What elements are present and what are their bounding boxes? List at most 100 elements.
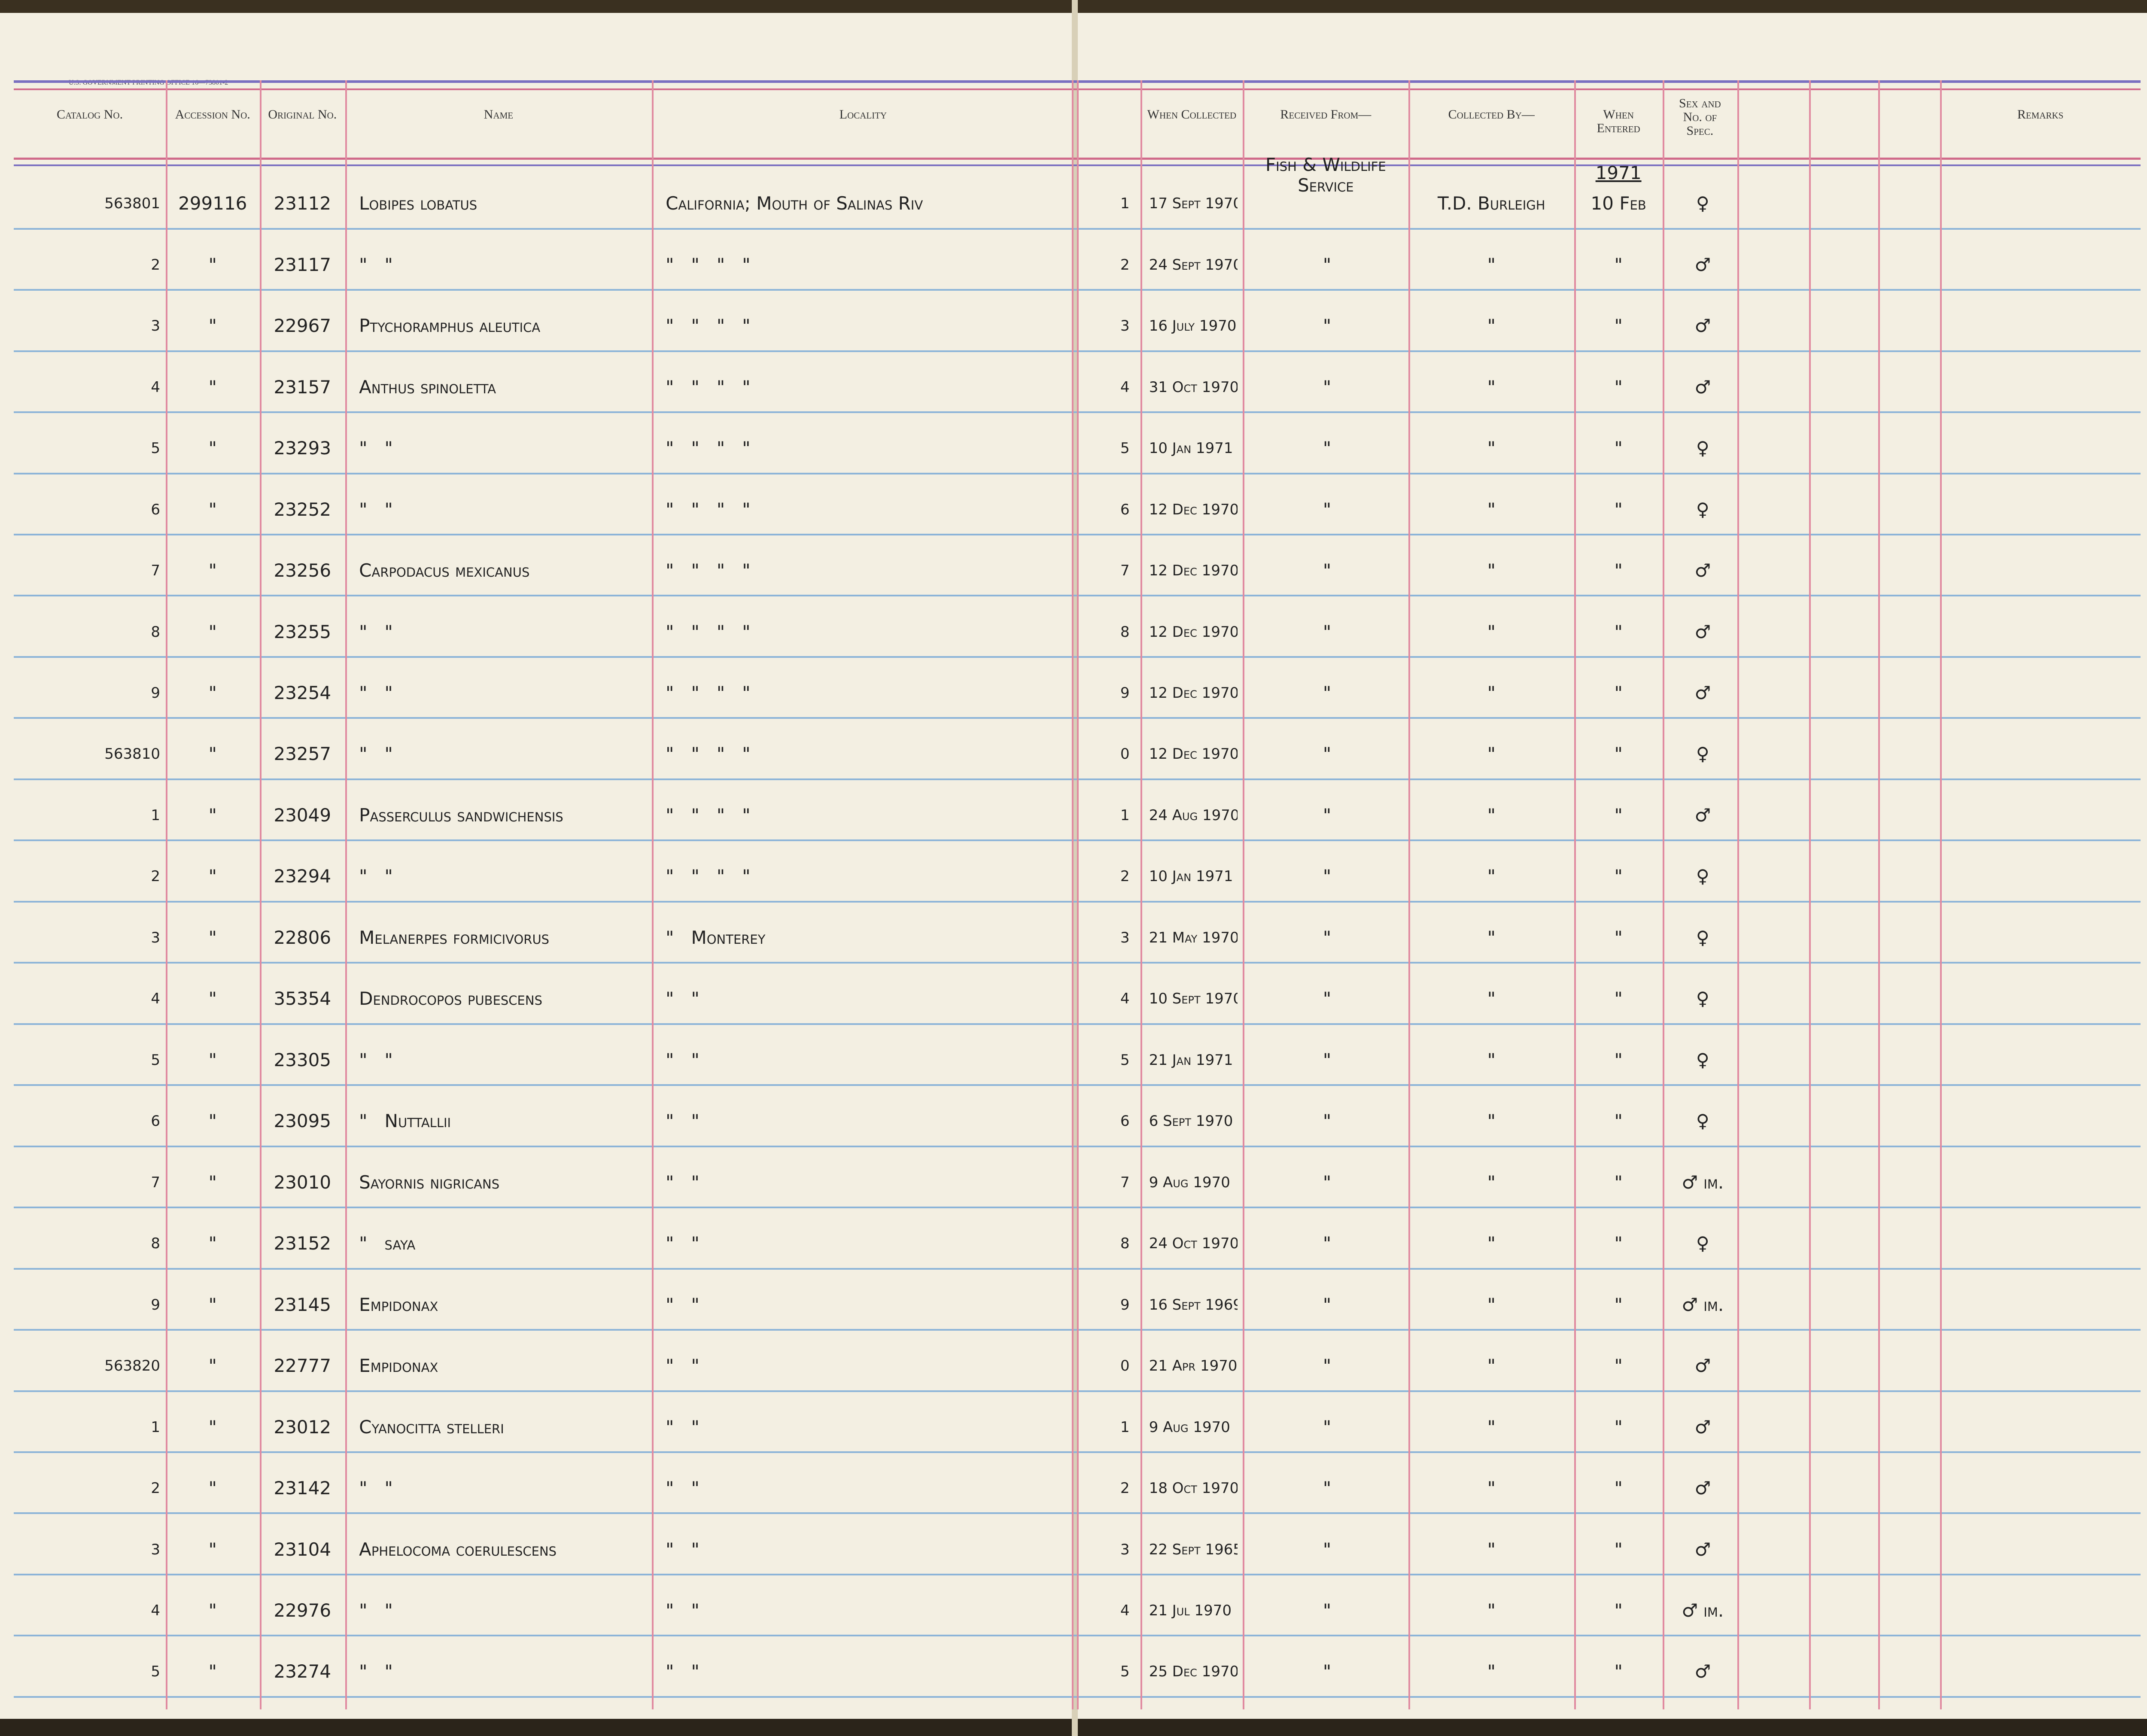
table-cell: " — [1323, 1661, 1332, 1682]
table-cell: 23254 — [274, 682, 331, 703]
table-cell: " " — [666, 1600, 699, 1621]
table-cell: ♂ — [1694, 377, 1711, 398]
table-cell: " — [1487, 1600, 1496, 1621]
table-cell: " — [1323, 866, 1332, 887]
table-cell: " — [1487, 805, 1496, 826]
table-cell: " " — [666, 1478, 699, 1499]
table-cell: " — [1487, 438, 1496, 459]
column-header: Name — [484, 107, 514, 122]
table-cell: 10 Feb — [1590, 193, 1646, 214]
table-cell: " — [1323, 1172, 1332, 1193]
table-cell: " " " " — [666, 499, 751, 520]
table-cell: " " — [666, 1233, 699, 1254]
table-cell: ♀ — [1696, 927, 1709, 948]
table-cell: ♂ — [1694, 1478, 1711, 1499]
table-cell: ♀ — [1696, 438, 1709, 459]
table-cell: 0 — [1120, 745, 1130, 763]
table-cell: " — [1487, 1356, 1496, 1377]
table-cell: " saya — [359, 1233, 416, 1254]
table-cell: " — [1614, 1478, 1623, 1499]
table-cell: " " — [359, 744, 393, 765]
table-cell: " — [208, 621, 217, 642]
column-line — [1940, 80, 1942, 1710]
table-cell: 7 — [1120, 1174, 1130, 1191]
table-cell: 22777 — [274, 1356, 331, 1377]
table-cell: ♀ — [1696, 1111, 1709, 1132]
table-cell: ♀ — [1696, 988, 1709, 1009]
table-cell: " " — [666, 1661, 699, 1682]
entered-year: 1971 — [1595, 162, 1642, 184]
table-cell: " — [1487, 927, 1496, 948]
table-cell: ♂ im. — [1682, 1172, 1724, 1193]
table-cell: 9 — [1120, 684, 1130, 702]
table-cell: 18 Oct 1970 — [1149, 1480, 1238, 1497]
table-cell: " " — [359, 1661, 393, 1682]
table-cell: 23117 — [274, 254, 331, 275]
table-cell: 9 — [151, 684, 161, 702]
table-cell: 2 — [151, 256, 161, 274]
table-cell: " — [1487, 744, 1496, 765]
table-cell: 7 — [1120, 562, 1130, 580]
table-cell: 1 — [151, 806, 161, 824]
table-cell: " " — [359, 254, 393, 275]
table-cell: " — [1614, 866, 1623, 887]
table-cell: " " — [359, 499, 393, 520]
table-cell: 21 Jan 1971 — [1149, 1051, 1233, 1069]
table-cell: " — [1487, 682, 1496, 703]
table-cell: 4 — [151, 990, 161, 1008]
table-cell: " — [1323, 1478, 1332, 1499]
table-cell: Aphelocoma coerulescens — [359, 1539, 557, 1560]
table-cell: 5 — [1120, 440, 1130, 457]
table-cell: " — [208, 1356, 217, 1377]
table-cell: " — [1323, 316, 1332, 337]
table-cell: 12 Dec 1970 — [1149, 745, 1238, 763]
table-cell: 10 Jan 1971 — [1149, 868, 1233, 885]
table-cell: 2 — [1120, 256, 1130, 274]
table-cell: 1 — [1120, 806, 1130, 824]
table-cell: " — [208, 866, 217, 887]
table-cell: " — [1323, 805, 1332, 826]
table-cell: 23095 — [274, 1111, 331, 1132]
table-cell: ♀ — [1696, 193, 1709, 214]
table-cell: 23305 — [274, 1049, 331, 1070]
table-cell: " — [1614, 1294, 1623, 1315]
table-cell: Dendrocopos pubescens — [359, 988, 542, 1009]
table-cell: " — [1487, 988, 1496, 1009]
table-cell: 3 — [151, 929, 161, 946]
table-cell: " — [1614, 1600, 1623, 1621]
table-cell: ♀ — [1696, 744, 1709, 765]
table-cell: " — [1487, 1233, 1496, 1254]
table-cell: " — [1487, 1539, 1496, 1560]
table-cell: " — [208, 1661, 217, 1682]
table-cell: 6 — [1120, 1113, 1130, 1130]
table-cell: " — [208, 1172, 217, 1193]
table-cell: 8 — [151, 623, 161, 641]
table-cell: " — [1487, 1111, 1496, 1132]
table-cell: " — [208, 1600, 217, 1621]
table-cell: " — [1487, 1294, 1496, 1315]
table-cell: 3 — [1120, 317, 1130, 335]
table-cell: Melanerpes formicivorus — [359, 927, 550, 948]
table-cell: 8 — [151, 1235, 161, 1253]
table-cell: 23049 — [274, 805, 331, 826]
table-cell: " — [1614, 805, 1623, 826]
table-cell: " — [208, 1294, 217, 1315]
table-cell: " — [1323, 988, 1332, 1009]
table-cell: " — [1614, 1417, 1623, 1438]
column-line — [1140, 80, 1143, 1710]
table-cell: " — [208, 438, 217, 459]
column-header: Accession No. — [175, 107, 250, 122]
column-line — [1737, 80, 1739, 1710]
table-cell: 0 — [1120, 1357, 1130, 1375]
table-cell: ♂ im. — [1682, 1294, 1724, 1315]
table-cell: " " " " — [666, 805, 751, 826]
table-cell: 23145 — [274, 1294, 331, 1315]
table-cell: ♂ — [1694, 1539, 1711, 1560]
table-cell: " " — [666, 1111, 699, 1132]
table-cell: ♂ — [1694, 621, 1711, 642]
table-cell: " " " " — [666, 621, 751, 642]
table-cell: 23104 — [274, 1539, 331, 1560]
table-cell: 4 — [1120, 1602, 1130, 1620]
table-cell: " — [1614, 1661, 1623, 1682]
table-cell: 23293 — [274, 438, 331, 459]
